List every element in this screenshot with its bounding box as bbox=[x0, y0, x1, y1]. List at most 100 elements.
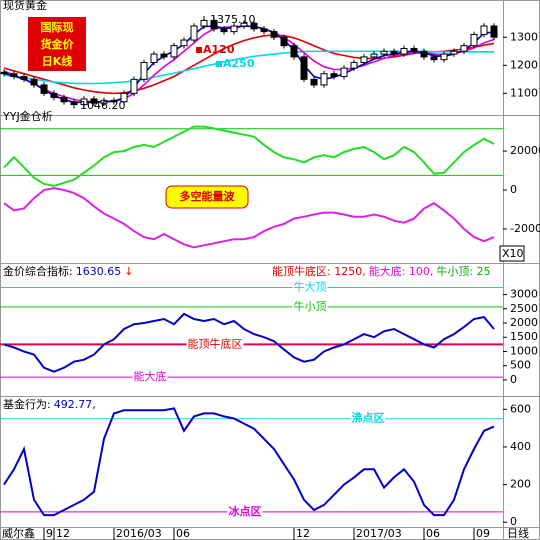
x-tick-label: 2017/03 bbox=[356, 527, 402, 540]
candle-body bbox=[210, 19, 218, 30]
candle-body bbox=[0, 71, 8, 75]
y-tick-label: 0 bbox=[510, 183, 517, 196]
x-axis-label: 日线 bbox=[507, 526, 529, 540]
candle-body bbox=[340, 67, 348, 78]
legend-label: A250 bbox=[223, 57, 255, 70]
candle-body bbox=[330, 73, 338, 78]
y-tick-label: 1000 bbox=[510, 344, 538, 357]
candle-body bbox=[370, 53, 378, 58]
y-tick-label: 600 bbox=[510, 402, 531, 415]
header-text: ↓ bbox=[124, 265, 133, 278]
candle-body bbox=[420, 50, 428, 58]
x-tick-label: 06 bbox=[426, 527, 440, 540]
candle-body bbox=[260, 28, 268, 33]
annotation: 1375.10 bbox=[210, 13, 256, 26]
candle-body bbox=[440, 53, 448, 61]
candle-body bbox=[160, 53, 168, 58]
candle-body bbox=[320, 73, 328, 86]
candle-body bbox=[390, 50, 398, 55]
candle-body bbox=[250, 22, 258, 30]
reference-label: 牛小顶 bbox=[294, 299, 327, 313]
x-tick-label: 12 bbox=[56, 527, 70, 540]
candle-body bbox=[410, 47, 418, 52]
reference-label: 冰点区 bbox=[229, 504, 262, 518]
candle-body bbox=[290, 45, 298, 58]
x-axis-label: 威尔鑫 bbox=[2, 526, 35, 540]
y-tick-label: 1300 bbox=[510, 30, 538, 43]
badge-text: 货金价 bbox=[40, 37, 75, 51]
reference-label: 牛大顶 bbox=[294, 279, 327, 293]
candle-body bbox=[300, 56, 308, 80]
x-tick-label: 09 bbox=[476, 527, 490, 540]
candle-body bbox=[270, 31, 278, 38]
series-line bbox=[3, 125, 495, 187]
label-background bbox=[186, 337, 244, 352]
candle-body bbox=[360, 56, 368, 64]
badge-box bbox=[28, 17, 86, 71]
candle-body bbox=[490, 25, 498, 38]
header-text: 492.77, bbox=[54, 398, 96, 411]
candle-body bbox=[240, 22, 248, 27]
candle-body bbox=[220, 28, 228, 33]
header-text: 金价综合指标: bbox=[3, 264, 73, 278]
reference-label: 能大底 bbox=[134, 369, 167, 383]
candle-body bbox=[170, 45, 178, 58]
unit-label: X10 bbox=[502, 247, 524, 260]
x-tick-label: 06 bbox=[176, 527, 190, 540]
series-line bbox=[3, 187, 495, 249]
y-tick-label: 1100 bbox=[510, 86, 538, 99]
header-text: 牛小顶: 25 bbox=[436, 264, 490, 278]
candle-body bbox=[280, 36, 288, 47]
label-background bbox=[292, 299, 328, 314]
candle-body bbox=[100, 99, 108, 104]
x-tick-label: 12 bbox=[296, 527, 310, 540]
badge-text: 国际现 bbox=[41, 20, 74, 34]
y-tick-label: 0 bbox=[510, 515, 517, 528]
candle-body bbox=[60, 97, 68, 103]
candle-body bbox=[460, 45, 468, 52]
header-text: 1630.65 bbox=[76, 265, 122, 278]
label-background bbox=[350, 411, 386, 426]
legend-label: A120 bbox=[203, 43, 235, 56]
y-tick-label: 400 bbox=[510, 440, 531, 453]
candle-body bbox=[50, 92, 58, 99]
reference-label: 能顶牛底区 bbox=[188, 336, 243, 350]
badge-text: 多空能量波 bbox=[180, 189, 236, 203]
series-line bbox=[3, 407, 495, 517]
panel-title: 现货黄金 bbox=[3, 0, 47, 12]
candle-body bbox=[90, 98, 98, 104]
candle-body bbox=[110, 99, 118, 103]
x-tick-label: 9 bbox=[46, 527, 53, 540]
legend-swatch bbox=[196, 47, 202, 53]
y-tick-label: 1500 bbox=[510, 330, 538, 343]
candle-body bbox=[230, 25, 238, 33]
candle-body bbox=[30, 78, 38, 86]
candle-body bbox=[450, 50, 458, 55]
candle-body bbox=[430, 56, 438, 61]
candle-body bbox=[10, 73, 18, 78]
candle-body bbox=[380, 50, 388, 55]
series-line bbox=[3, 34, 495, 95]
y-tick-label: 1200 bbox=[510, 58, 538, 71]
badge-box bbox=[165, 185, 249, 209]
y-tick-label: 3000 bbox=[510, 288, 538, 301]
series-line bbox=[3, 312, 495, 373]
candle-body bbox=[130, 78, 138, 94]
y-tick-label: 2000 bbox=[510, 316, 538, 329]
candle-body bbox=[350, 62, 358, 69]
candle-body bbox=[400, 47, 408, 55]
header-text: 能大底: 100, bbox=[369, 264, 434, 278]
candle-body bbox=[20, 76, 28, 80]
unit-box bbox=[499, 245, 525, 262]
candle-body bbox=[310, 78, 318, 86]
header-text: 能顶牛底区: 1250, bbox=[272, 264, 366, 278]
badge-text: 日K线 bbox=[42, 54, 73, 68]
candle-body bbox=[190, 25, 198, 41]
label-background bbox=[227, 504, 263, 519]
candle-body bbox=[140, 62, 148, 80]
candle-body bbox=[80, 98, 88, 106]
candle-body bbox=[480, 25, 488, 35]
